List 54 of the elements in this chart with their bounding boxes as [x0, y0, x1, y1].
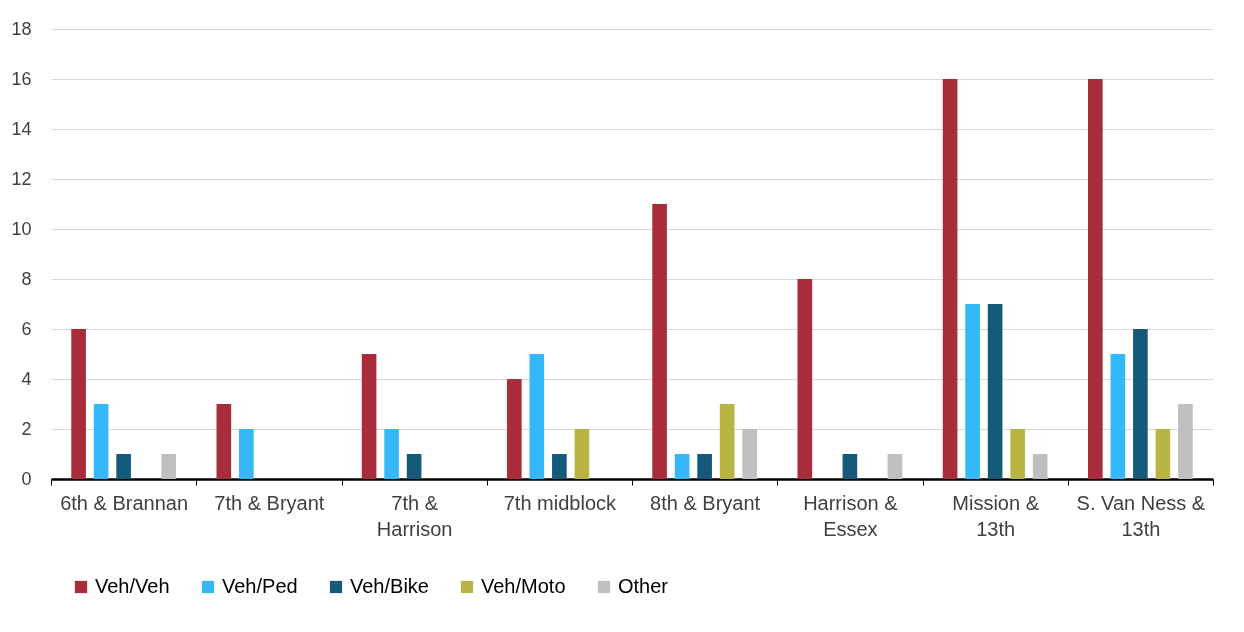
legend-label: Veh/Ped: [222, 575, 298, 597]
bar: [574, 429, 590, 479]
y-tick-label: 6: [21, 318, 32, 339]
bar: [674, 454, 690, 479]
bar: [742, 429, 757, 479]
bar: [1010, 429, 1025, 479]
bar: [406, 454, 422, 479]
x-tick-label: 7th & Bryant: [214, 491, 325, 514]
bar: [161, 454, 176, 479]
y-tick-label: 16: [11, 68, 32, 89]
bar: [239, 429, 254, 479]
y-tick-label: 18: [11, 18, 32, 39]
x-tick-label: Mission & 13th: [952, 491, 1040, 540]
bar: [552, 454, 567, 479]
bar: [797, 279, 813, 479]
bar: [384, 429, 399, 479]
x-tick-label: 7th midblock: [503, 491, 618, 514]
x-tick-label: 6th & Brannan: [60, 491, 189, 514]
bar: [1133, 329, 1148, 479]
bar: [71, 329, 86, 479]
bar: [507, 379, 522, 479]
legend-label: Other: [618, 575, 669, 597]
y-tick-label: 10: [11, 218, 32, 239]
y-tick-label: 4: [21, 368, 32, 389]
x-tick-label: 8th & Bryant: [650, 491, 761, 514]
x-tick-label: 7th & Harrison: [376, 491, 453, 540]
bar: [116, 454, 131, 479]
bar: [719, 404, 735, 479]
legend-label: Veh/Bike: [350, 575, 429, 597]
bar: [1032, 454, 1048, 479]
bar: [965, 304, 980, 479]
x-tick-label: Harrison & Essex: [803, 491, 899, 540]
legend-label: Veh/Veh: [95, 575, 170, 597]
bar: [697, 454, 712, 479]
x-tick-label: S. Van Ness & 13th: [1076, 491, 1206, 540]
y-tick-label: 14: [11, 118, 32, 139]
bar: [1088, 79, 1103, 479]
bar: [1155, 429, 1171, 479]
bar: [1178, 404, 1193, 479]
y-tick-label: 0: [21, 468, 32, 489]
bar: [1110, 354, 1126, 479]
y-tick-label: 8: [21, 268, 32, 289]
bar: [842, 454, 858, 479]
bar: [987, 304, 1003, 479]
bar: [652, 204, 667, 479]
bar: [942, 79, 958, 479]
bar: [529, 354, 545, 479]
bar: [887, 454, 903, 479]
y-tick-label: 12: [11, 168, 32, 189]
bar: [361, 354, 377, 479]
y-tick-label: 2: [21, 418, 32, 439]
bar: [93, 404, 109, 479]
legend-label: Veh/Moto: [481, 575, 566, 597]
bar: [216, 404, 232, 479]
